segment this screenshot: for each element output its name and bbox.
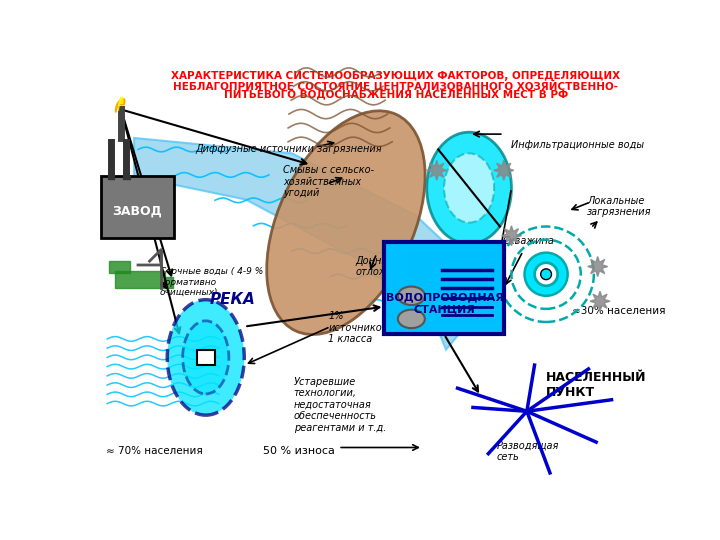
Text: НАСЕЛЕННЫЙ
ПУНКТ: НАСЕЛЕННЫЙ ПУНКТ (546, 372, 647, 399)
Polygon shape (494, 160, 514, 180)
Polygon shape (115, 99, 125, 112)
Text: РЕКА: РЕКА (210, 292, 256, 307)
Text: ≈ 70% населения: ≈ 70% населения (106, 446, 202, 456)
Text: 50 % износа: 50 % износа (263, 446, 335, 456)
Polygon shape (501, 226, 521, 246)
Polygon shape (115, 271, 173, 288)
Polygon shape (109, 261, 130, 273)
FancyBboxPatch shape (197, 350, 215, 365)
Ellipse shape (183, 321, 229, 394)
Ellipse shape (427, 132, 511, 244)
Polygon shape (118, 97, 123, 110)
FancyBboxPatch shape (384, 242, 504, 334)
Polygon shape (590, 291, 610, 311)
Ellipse shape (167, 300, 244, 415)
Text: Локальные
загрязнения: Локальные загрязнения (587, 195, 652, 217)
Polygon shape (123, 177, 130, 179)
Text: Сточные воды ( 4-9 %
нормативно
очищенных): Сточные воды ( 4-9 % нормативно очищенны… (160, 267, 263, 297)
Polygon shape (588, 256, 608, 276)
Text: ХАРАКТЕРИСТИКА СИСТЕМООБРАЗУЮЩИХ ФАКТОРОВ, ОПРЕДЕЛЯЮЩИХ: ХАРАКТЕРИСТИКА СИСТЕМООБРАЗУЮЩИХ ФАКТОРО… (171, 71, 621, 81)
Circle shape (525, 253, 567, 296)
Text: Скважина: Скважина (503, 236, 554, 246)
Text: Смывы с сельско-
хозяйственных
угодий: Смывы с сельско- хозяйственных угодий (283, 165, 374, 198)
Text: Донные
отложения: Донные отложения (355, 256, 413, 278)
Circle shape (541, 269, 552, 280)
Polygon shape (108, 177, 114, 179)
Polygon shape (134, 138, 485, 350)
Ellipse shape (398, 287, 425, 305)
FancyBboxPatch shape (101, 177, 174, 238)
Polygon shape (427, 160, 447, 180)
Text: ПИТЬЕВОГО ВОДОСНАБЖЕНИЯ НАСЕЛЕННЫХ МЕСТ В РФ: ПИТЬЕВОГО ВОДОСНАБЖЕНИЯ НАСЕЛЕННЫХ МЕСТ … (224, 90, 568, 99)
Ellipse shape (444, 153, 494, 222)
Text: ЗАВОД: ЗАВОД (112, 205, 162, 218)
Circle shape (534, 262, 558, 286)
Text: ≈30% населения: ≈30% населения (572, 306, 666, 316)
Text: Устаревшие
технологии,
недостаточная
обеспеченность
реагентами и т.д.: Устаревшие технологии, недостаточная обе… (294, 377, 386, 433)
Ellipse shape (266, 111, 425, 334)
Text: НЕБЛАГОПРИЯТНОЕ СОСТОЯНИЕ ЦЕНТРАЛИЗОВАННОГО ХОЗЯЙСТВЕННО-: НЕБЛАГОПРИЯТНОЕ СОСТОЯНИЕ ЦЕНТРАЛИЗОВАНН… (174, 80, 618, 92)
Text: 1%
источников
1 класса: 1% источников 1 класса (328, 311, 387, 345)
Ellipse shape (398, 309, 425, 328)
Text: Инфильтрационные воды: Инфильтрационные воды (511, 140, 644, 150)
Text: Диффузные источники загрязнения: Диффузные источники загрязнения (196, 144, 382, 154)
Text: ВОДОПРОВОДНАЯ
СТАНЦИЯ: ВОДОПРОВОДНАЯ СТАНЦИЯ (386, 293, 503, 314)
Text: Разводящая
сеть: Разводящая сеть (497, 441, 559, 462)
